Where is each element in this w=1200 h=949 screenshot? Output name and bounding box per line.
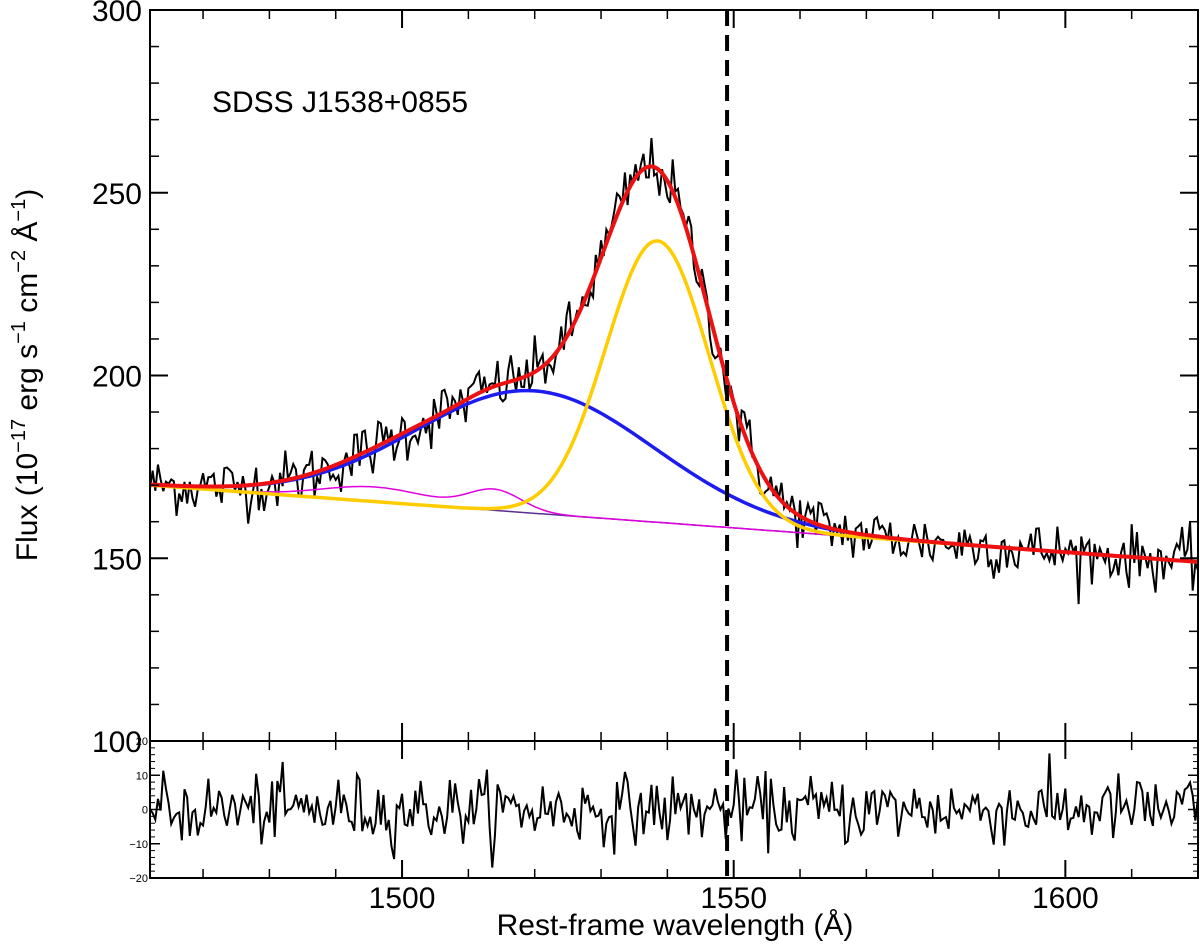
y-axis-title-exp3: −2: [8, 250, 30, 273]
observed-spectrum-line: [149, 138, 1199, 605]
y-axis-title-exp1: −17: [8, 419, 30, 453]
x-tick-label: 1500: [369, 882, 436, 915]
x-tick-label: 1550: [700, 882, 767, 915]
core-component-line: [149, 239, 1199, 564]
total-fit-line: [149, 164, 1199, 564]
residual-plot-frame: [149, 740, 1199, 879]
y-axis-title-unit3: Å: [11, 222, 44, 250]
y-axis-title-suffix: ): [11, 189, 44, 199]
y-tick-label: 200: [92, 361, 142, 394]
y-tick-label: 100: [92, 726, 142, 759]
y-tick-label: 300: [92, 0, 142, 28]
resid-y-tick-label: −20: [129, 873, 148, 885]
resid-y-tick-label: 20: [136, 736, 148, 748]
resid-y-tick-label: 10: [136, 770, 148, 782]
residual-panel: 1500 1550 1600 −20 −10 0 10 20: [129, 736, 1199, 915]
x-axis-title: Rest-frame wavelength (Å): [497, 909, 854, 942]
residual-spectrum-line: [149, 753, 1199, 868]
y-axis-title: Flux (10−17 erg s−1 cm−2 Å−1): [8, 189, 44, 561]
resid-y-tick-label: 0: [142, 805, 148, 817]
y-axis-title-unit1: erg s: [11, 344, 44, 419]
y-tick-label: 250: [92, 178, 142, 211]
y-axis-title-exp4: −1: [8, 199, 30, 222]
resid-y-tick-label: −10: [129, 839, 148, 851]
x-tick-label: 1600: [1032, 882, 1099, 915]
y-axis-title-exp2: −1: [8, 321, 30, 344]
y-axis-title-unit2: cm: [11, 273, 44, 321]
object-name-annotation: SDSS J1538+0855: [212, 86, 468, 119]
y-tick-label: 150: [92, 543, 142, 576]
main-plot-frame: [149, 9, 1199, 742]
y-axis-title-prefix: Flux (10: [11, 453, 44, 561]
